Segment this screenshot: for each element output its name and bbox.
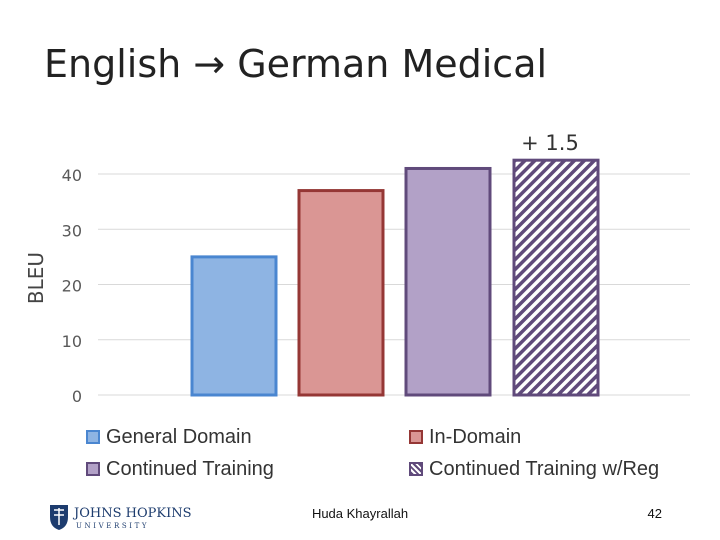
bar-in-domain xyxy=(297,189,385,397)
legend-swatch xyxy=(409,462,423,476)
legend-entry-in-domain: In-Domain xyxy=(409,426,521,449)
legend-entry-continued-training-reg: Continued Training w/Reg xyxy=(409,458,659,481)
svg-text:JOHNS HOPKINS: JOHNS HOPKINS xyxy=(72,506,192,521)
bar-general-domain xyxy=(190,255,278,397)
y-tick-label-10: 10 xyxy=(62,332,82,351)
y-tick-labels: 0 10 20 30 40 xyxy=(62,166,82,406)
legend-swatch xyxy=(409,430,423,444)
bar-chart: 0 10 20 30 40 BLEU + 1.5 xyxy=(24,131,690,406)
svg-text:UNIVERSITY: UNIVERSITY xyxy=(76,522,149,530)
slide-title: English → German Medical xyxy=(44,42,548,86)
bar-continued-training-w-reg xyxy=(512,158,600,397)
legend-swatch xyxy=(86,430,100,444)
legend-swatch xyxy=(86,462,100,476)
y-tick-label-0: 0 xyxy=(72,387,82,406)
y-axis-label: BLEU xyxy=(24,252,48,304)
y-tick-label-30: 30 xyxy=(62,221,82,240)
y-tick-label-20: 20 xyxy=(62,277,82,296)
legend-entry-general-domain: General Domain xyxy=(86,426,252,449)
gridlines xyxy=(98,173,690,396)
legend-entry-continued-training: Continued Training xyxy=(86,458,274,481)
y-tick-label-40: 40 xyxy=(62,166,82,185)
bar-continued-training xyxy=(404,166,492,397)
bars xyxy=(190,158,600,397)
author-name: Huda Khayrallah xyxy=(311,506,409,521)
jhu-logo: JOHNS HOPKINS UNIVERSITY xyxy=(50,505,192,530)
page-number: 42 xyxy=(647,506,662,521)
gain-annotation: + 1.5 xyxy=(521,131,579,155)
